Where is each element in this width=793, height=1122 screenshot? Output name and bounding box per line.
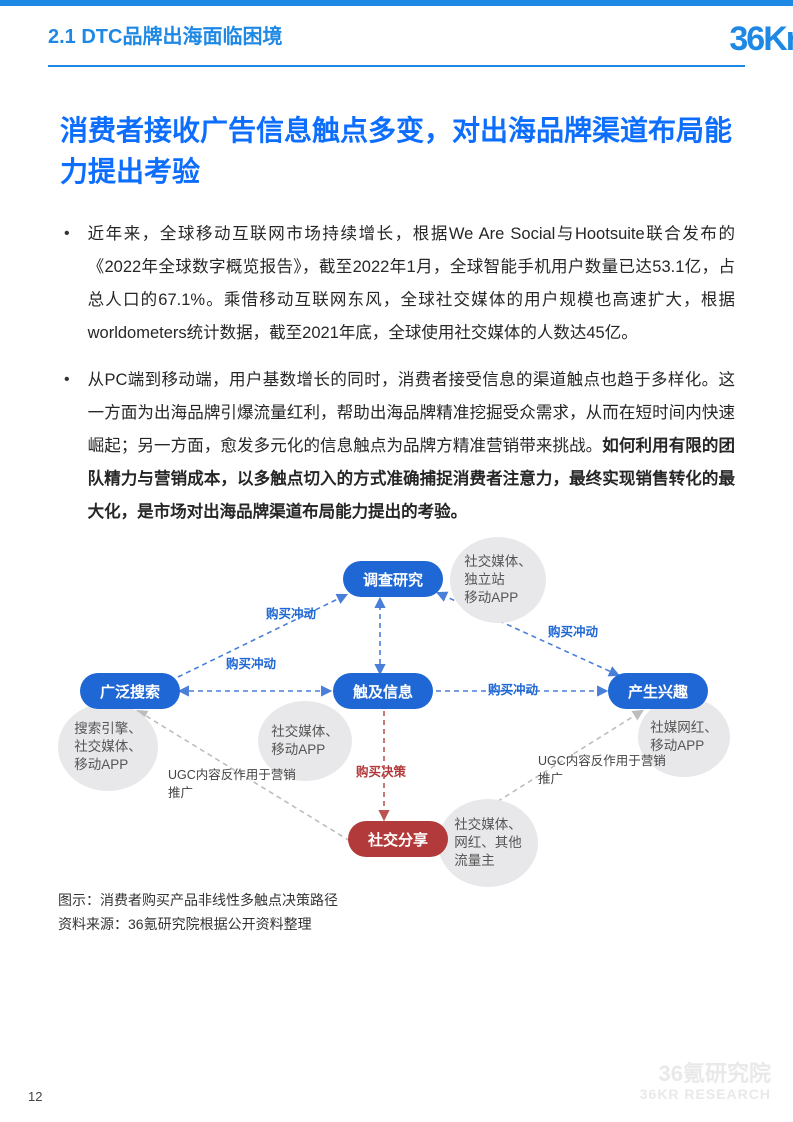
node-interest: 产生兴趣 — [608, 673, 708, 709]
watermark-en: 36KR RESEARCH — [640, 1086, 771, 1102]
page-number: 12 — [28, 1089, 42, 1104]
bullet-text: 近年来，全球移动互联网市场持续增长，根据We Are Social与Hootsu… — [88, 218, 735, 350]
edge-label-1: 购买冲动 — [226, 653, 276, 672]
watermark: 36氪研究院 36KR RESEARCH — [640, 1061, 771, 1102]
bullet-list: • 近年来，全球移动互联网市场持续增长，根据We Are Social与Hoot… — [58, 218, 735, 529]
node-touch: 触及信息 — [333, 673, 433, 709]
ugc-note-0: UGC内容反作用于营销推广 — [168, 767, 298, 802]
bullet-text: 从PC端到移动端，用户基数增长的同时，消费者接受信息的渠道触点也趋于多样化。这一… — [88, 364, 735, 529]
edge-label-3: 购买冲动 — [488, 679, 538, 698]
header: 2.1 DTC品牌出海面临困境 36Kr — [0, 6, 793, 65]
watermark-cn: 36氪研究院 — [640, 1061, 771, 1086]
bullet-dot-icon: • — [64, 364, 70, 529]
bullet-item: • 近年来，全球移动互联网市场持续增长，根据We Are Social与Hoot… — [58, 218, 735, 350]
edge-label-4: 购买决策 — [356, 761, 406, 780]
bullet-dot-icon: • — [64, 218, 70, 350]
bullet-plain: 近年来，全球移动互联网市场持续增长，根据We Are Social与Hootsu… — [88, 225, 735, 342]
section-label: 2.1 DTC品牌出海面临困境 — [48, 20, 282, 49]
diagram-caption: 图示：消费者购买产品非线性多触点决策路径 资料来源：36氪研究院根据公开资料整理 — [58, 889, 735, 937]
edge-label-0: 购买冲动 — [266, 603, 316, 622]
node-share: 社交分享 — [348, 821, 448, 857]
caption-line2: 资料来源：36氪研究院根据公开资料整理 — [58, 913, 735, 937]
logo-36kr: 36Kr — [729, 20, 793, 59]
edge-label-2: 购买冲动 — [548, 621, 598, 640]
ugc-note-1: UGC内容反作用于营销推广 — [538, 753, 668, 788]
bubble-b_share: 社交媒体、网红、其他流量主 — [438, 799, 538, 887]
header-underline — [48, 65, 745, 67]
bubble-b_search: 搜索引擎、社交媒体、移动APP — [58, 703, 158, 791]
node-research: 调查研究 — [343, 561, 443, 597]
node-search: 广泛搜索 — [80, 673, 180, 709]
page-title: 消费者接收广告信息触点多变，对出海品牌渠道布局能力提出考验 — [60, 111, 733, 192]
bubble-b_research: 社交媒体、独立站移动APP — [450, 537, 546, 623]
caption-line1: 图示：消费者购买产品非线性多触点决策路径 — [58, 889, 735, 913]
decision-path-diagram: 社交媒体、独立站移动APP搜索引擎、社交媒体、移动APP社交媒体、移动APP社媒… — [58, 543, 735, 883]
bullet-item: • 从PC端到移动端，用户基数增长的同时，消费者接受信息的渠道触点也趋于多样化。… — [58, 364, 735, 529]
